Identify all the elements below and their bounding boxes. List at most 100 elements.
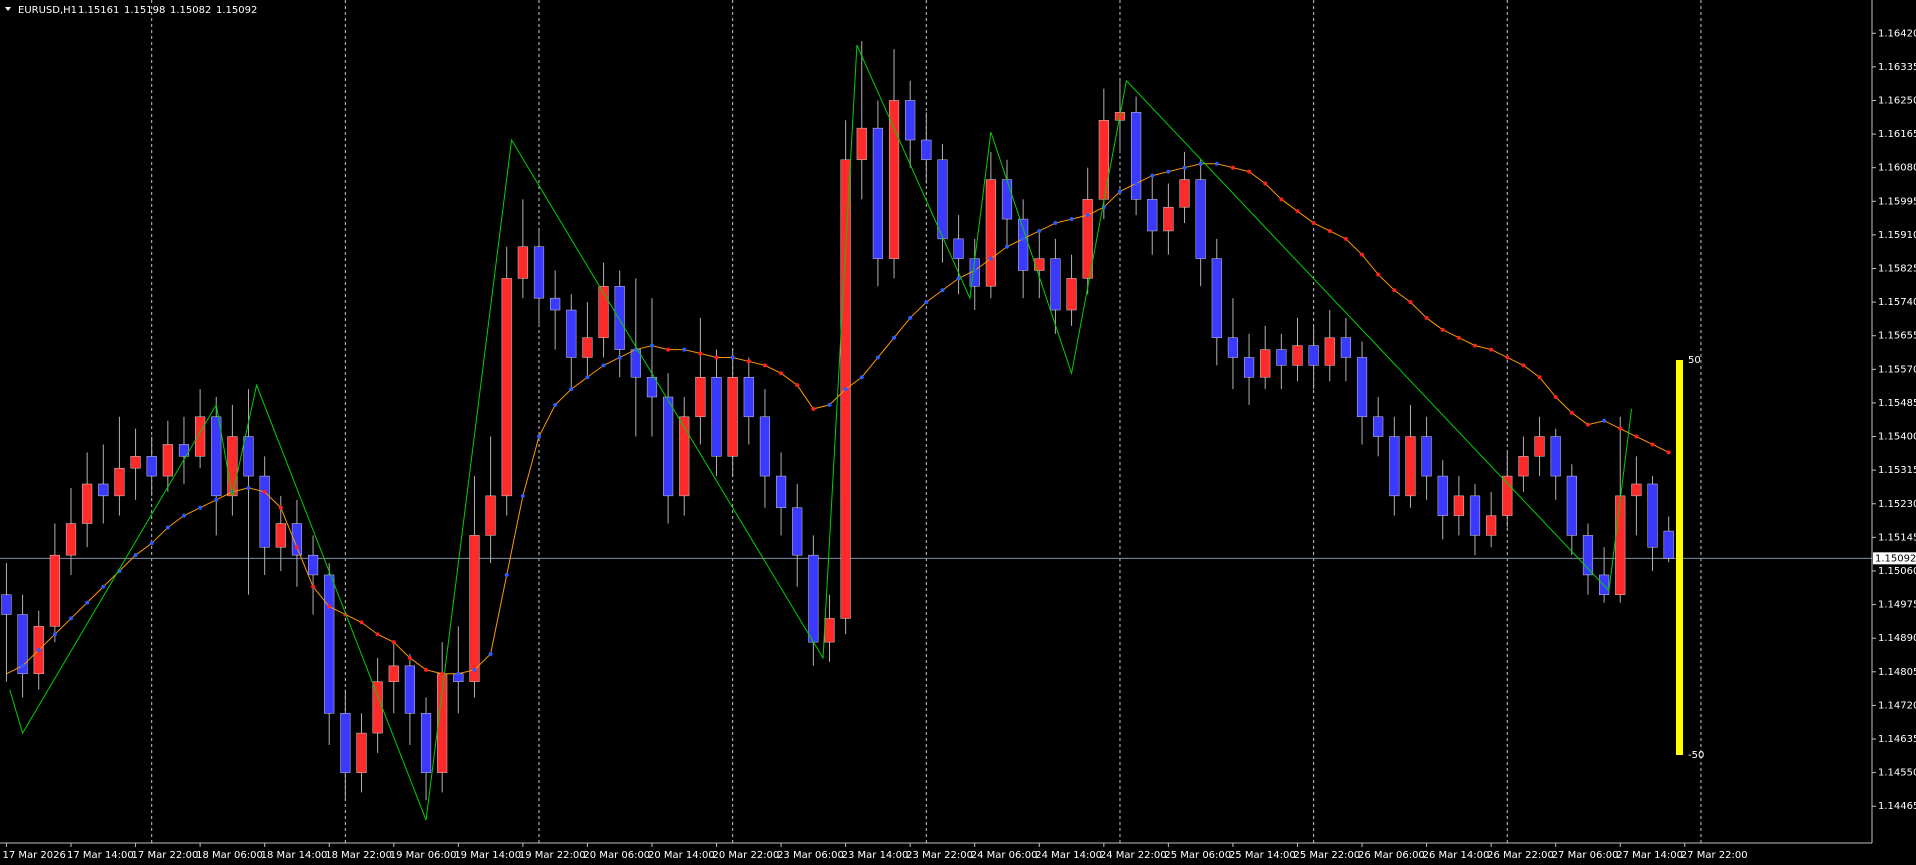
candle-body [743, 376, 754, 418]
candle-body [646, 376, 658, 398]
ma-marker [649, 343, 654, 348]
candle-body [630, 349, 641, 378]
symbol: EURUSD,H1 [18, 5, 77, 16]
x-tick-label: 24 Mar 14:00 [1035, 850, 1102, 861]
candle-body [582, 337, 593, 358]
ma-marker [214, 497, 219, 502]
ma-marker [1182, 165, 1187, 170]
ma-marker [1311, 221, 1316, 226]
x-tick-label: 17 Mar 14:00 [67, 850, 134, 861]
ma-marker [1618, 426, 1623, 431]
x-tick-label: 19 Mar 14:00 [454, 850, 521, 861]
candle-body [1163, 206, 1174, 232]
candle-body [1453, 495, 1464, 516]
x-tick-label: 23 Mar 06:00 [777, 850, 844, 861]
candle-body [291, 523, 303, 556]
candle-body [727, 376, 738, 457]
y-tick-label: 1.15315 [1878, 465, 1916, 476]
candle-body [533, 246, 545, 299]
x-tick-label: 25 Mar 06:00 [1164, 850, 1231, 861]
candle-body [340, 713, 351, 773]
candle-body [792, 507, 803, 556]
y-tick-label: 1.14890 [1878, 633, 1916, 644]
ma-marker [714, 355, 719, 360]
x-tick-label: 19 Mar 06:00 [390, 850, 457, 861]
candle-body [49, 554, 60, 627]
x-tick-label: 26 Mar 14:00 [1423, 850, 1490, 861]
ma-marker [1295, 209, 1300, 214]
candle-body [1615, 495, 1626, 595]
ma-marker [795, 383, 800, 388]
x-tick-label: 24 Mar 22:00 [1100, 850, 1167, 861]
ma-marker [1424, 315, 1429, 320]
ma-marker [36, 648, 41, 653]
ma-marker [892, 335, 897, 340]
ma-marker [1069, 217, 1074, 222]
candle-body [598, 286, 609, 338]
ma-marker [569, 387, 574, 392]
candle-body [1131, 112, 1142, 200]
candle-body [1663, 530, 1674, 559]
candle-body [1582, 535, 1594, 576]
ma-marker [440, 671, 445, 676]
ma-marker [488, 652, 493, 657]
ma-marker [924, 300, 929, 305]
candle-body [1195, 179, 1206, 259]
candle-body [388, 665, 399, 682]
candle-body [872, 127, 883, 259]
y-tick-label: 1.16335 [1878, 62, 1916, 73]
y-tick-label: 1.15825 [1878, 264, 1916, 275]
ma-marker [1134, 181, 1139, 186]
candle-body [404, 665, 415, 714]
candle-body [1486, 515, 1497, 536]
candle-body [372, 681, 383, 734]
candle-body [114, 467, 125, 497]
last-price-label: 1.15092 [1875, 553, 1916, 564]
ma-marker [1214, 161, 1219, 166]
ma-marker [762, 363, 767, 368]
candle-body [501, 278, 512, 497]
quote-value: 1.15082 [170, 5, 211, 16]
x-tick-label: 18 Mar 06:00 [196, 850, 263, 861]
y-tick-label: 1.15570 [1878, 364, 1916, 375]
ma-marker [311, 584, 316, 589]
ma-marker [875, 355, 880, 360]
ma-marker [133, 553, 138, 558]
y-tick-label: 1.15740 [1878, 297, 1916, 308]
gauge-bar [1676, 360, 1683, 755]
ma-marker [424, 667, 429, 672]
candle-body [1421, 436, 1432, 477]
ma-marker [1634, 434, 1639, 439]
y-tick-label: 1.16080 [1878, 163, 1916, 174]
candle-body [953, 238, 964, 259]
candle-body [324, 574, 335, 714]
candle-body [614, 286, 625, 350]
x-tick-label: 27 Mar 14:00 [1616, 850, 1683, 861]
ma-marker [1360, 252, 1365, 257]
ma-marker [1569, 410, 1574, 415]
gauge-label: 50 [1688, 355, 1701, 366]
ma-marker [85, 600, 90, 605]
ma-marker [1473, 343, 1478, 348]
candle-body [1308, 345, 1319, 366]
quote-value: 1.15198 [124, 5, 165, 16]
ma-marker [617, 355, 622, 360]
candle-body [1518, 456, 1529, 477]
x-tick-label: 25 Mar 22:00 [1293, 850, 1360, 861]
x-tick-label: 20 Mar 22:00 [713, 850, 780, 861]
ma-marker [1053, 221, 1058, 226]
x-tick-label: 20 Mar 06:00 [583, 850, 650, 861]
candle-body [1599, 574, 1610, 595]
x-tick-label: 26 Mar 06:00 [1358, 850, 1425, 861]
ma-marker [101, 584, 106, 589]
y-tick-label: 1.14550 [1878, 768, 1916, 779]
ma-marker [1247, 169, 1252, 174]
candle-body [550, 297, 561, 311]
ma-marker [20, 663, 25, 668]
ma-marker [988, 256, 993, 261]
candle-body [1179, 179, 1190, 208]
menu-arrow[interactable] [5, 7, 11, 11]
ma-marker [407, 655, 412, 660]
ma-marker [1279, 197, 1284, 202]
